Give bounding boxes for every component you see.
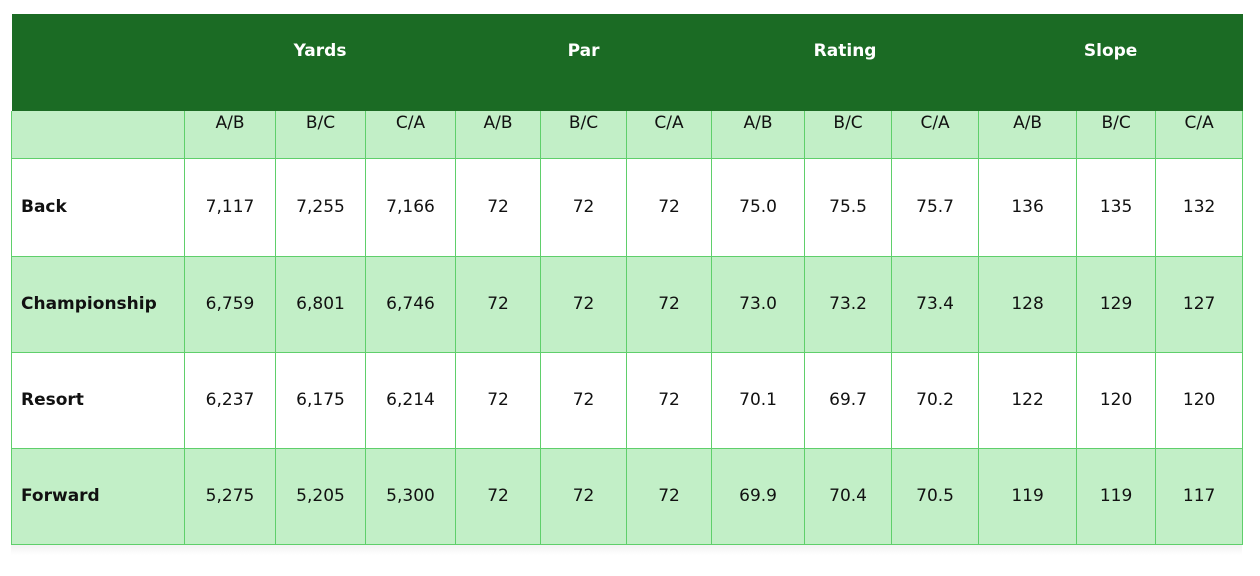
table-cell: 73.0 <box>711 255 806 353</box>
subheader-cell: C/A <box>364 111 457 159</box>
table-cell: 73.4 <box>891 255 980 353</box>
group-header-slope: Slope <box>978 14 1243 111</box>
table-cell: 7,255 <box>275 157 366 257</box>
table-cell: 6,759 <box>184 255 276 353</box>
subheader-cell: C/A <box>1155 111 1244 159</box>
group-header-row: Yards Par Rating Slope <box>11 14 1243 111</box>
subheader-cell: A/B <box>978 111 1078 159</box>
table-cell: 72 <box>626 157 713 257</box>
subheader-cell: B/C <box>540 111 628 159</box>
table-cell: 120 <box>1155 351 1244 449</box>
table-cell: 7,117 <box>184 157 276 257</box>
scorecard-table-container: Yards Par Rating Slope A/B B/C C/A A/B B… <box>11 14 1244 545</box>
table-cell: 127 <box>1155 255 1244 353</box>
table-cell: 122 <box>978 351 1078 449</box>
table-cell: 70.5 <box>891 447 980 545</box>
table-cell: 6,214 <box>364 351 457 449</box>
table-cell: 75.7 <box>891 157 980 257</box>
table-row: Championship 6,759 6,801 6,746 72 72 72 … <box>11 255 1244 353</box>
table-cell: 72 <box>455 351 542 449</box>
table-cell: 72 <box>455 157 542 257</box>
subheader-cell <box>11 111 185 159</box>
group-header-yards: Yards <box>184 14 456 111</box>
table-cell: 6,237 <box>184 351 276 449</box>
table-cell: 5,205 <box>275 447 366 545</box>
table-cell: 7,166 <box>364 157 457 257</box>
subheader-cell: B/C <box>804 111 893 159</box>
table-cell: 72 <box>540 157 628 257</box>
row-label: Back <box>11 157 185 257</box>
table-cell: 119 <box>1076 447 1157 545</box>
table-cell: 72 <box>540 255 628 353</box>
subheader-cell: C/A <box>891 111 980 159</box>
table-cell: 135 <box>1076 157 1157 257</box>
table-cell: 6,175 <box>275 351 366 449</box>
table-cell: 75.0 <box>711 157 806 257</box>
table-cell: 72 <box>626 351 713 449</box>
table-cell: 129 <box>1076 255 1157 353</box>
row-label: Forward <box>11 447 185 545</box>
table-cell: 70.2 <box>891 351 980 449</box>
subheader-cell: A/B <box>455 111 542 159</box>
table-cell: 69.7 <box>804 351 893 449</box>
table-cell: 69.9 <box>711 447 806 545</box>
table-row: Resort 6,237 6,175 6,214 72 72 72 70.1 6… <box>11 351 1244 449</box>
table-cell: 5,300 <box>364 447 457 545</box>
subheader-row: A/B B/C C/A A/B B/C C/A A/B B/C C/A A/B … <box>11 111 1244 159</box>
table-cell: 75.5 <box>804 157 893 257</box>
subheader-cell: C/A <box>626 111 713 159</box>
table-cell: 119 <box>978 447 1078 545</box>
table-cell: 72 <box>455 255 542 353</box>
table-cell: 120 <box>1076 351 1157 449</box>
table-cell: 6,746 <box>364 255 457 353</box>
table-cell: 70.4 <box>804 447 893 545</box>
subheader-cell: B/C <box>275 111 366 159</box>
group-header-empty <box>11 14 185 111</box>
table-cell: 72 <box>540 351 628 449</box>
row-label: Resort <box>11 351 185 449</box>
subheader-cell: A/B <box>711 111 806 159</box>
subheader-cell: B/C <box>1076 111 1157 159</box>
table-row: Back 7,117 7,255 7,166 72 72 72 75.0 75.… <box>11 157 1244 257</box>
table-bottom-shadow <box>11 545 1242 555</box>
table-cell: 128 <box>978 255 1078 353</box>
table-cell: 117 <box>1155 447 1244 545</box>
table-cell: 132 <box>1155 157 1244 257</box>
table-cell: 72 <box>540 447 628 545</box>
table-cell: 72 <box>455 447 542 545</box>
subheader-cell: A/B <box>184 111 276 159</box>
table-cell: 5,275 <box>184 447 276 545</box>
group-header-rating: Rating <box>711 14 979 111</box>
group-header-par: Par <box>455 14 712 111</box>
table-cell: 136 <box>978 157 1078 257</box>
table-cell: 72 <box>626 447 713 545</box>
table-cell: 70.1 <box>711 351 806 449</box>
table-cell: 73.2 <box>804 255 893 353</box>
course-ratings-table: Yards Par Rating Slope A/B B/C C/A A/B B… <box>11 14 1244 545</box>
table-row: Forward 5,275 5,205 5,300 72 72 72 69.9 … <box>11 447 1244 545</box>
table-cell: 6,801 <box>275 255 366 353</box>
row-label: Championship <box>11 255 185 353</box>
table-cell: 72 <box>626 255 713 353</box>
